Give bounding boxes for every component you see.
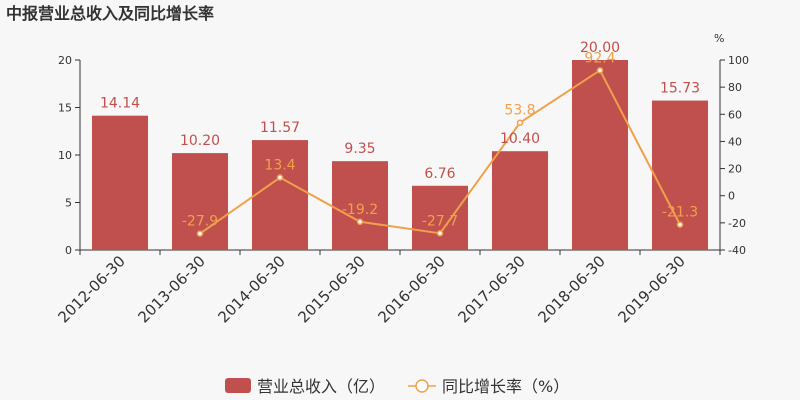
left-tick-label: 20 [58,54,72,67]
bar [412,185,468,250]
growth-point [356,218,364,226]
right-tick-label: 60 [728,108,742,121]
x-tick-label: 2013-06-30 [134,252,208,326]
right-tick-label: -40 [728,244,746,257]
legend-line-label: 同比增长率（%） [442,377,569,396]
line-series [196,67,684,237]
bar [332,161,388,250]
right-tick-label: 20 [728,163,742,176]
growth-point [276,174,284,181]
x-tick-label: 2017-06-30 [454,252,528,326]
x-tick-label: 2018-06-30 [534,252,608,326]
bar-value-label: 15.73 [660,81,700,97]
data-labels: 14.14 10.20 11.57 9.35 6.76 10.40 20.00 15.73 -2… [100,40,700,230]
bar-series [92,60,708,250]
right-axis-unit: % [714,32,724,45]
chart-title: 中报营业总收入及同比增长率 [6,4,214,23]
right-tick-label: -20 [728,217,746,230]
left-tick-label: 15 [58,102,72,115]
right-tick-label: 40 [728,135,742,148]
axes: 0 5 10 15 20 -40 -20 0 20 40 60 80 100 2012-06-30 2013… [54,54,749,326]
x-tick-label: 2016-06-30 [374,252,448,326]
growth-value-label: -19.2 [342,202,378,218]
right-tick-label: 100 [728,54,749,67]
growth-value-label: 53.8 [504,103,535,119]
x-tick-label: 2014-06-30 [214,252,288,326]
x-tick-label: 2019-06-30 [614,252,688,326]
bar-value-label: 11.57 [260,120,300,136]
bar-value-label: 10.40 [500,131,540,147]
bar [492,151,548,250]
left-tick-label: 0 [65,244,72,257]
growth-point [676,221,684,228]
bar-value-label: 9.35 [344,141,375,157]
right-tick-label: 80 [728,81,742,94]
legend[interactable]: 营业总收入（亿） 同比增长率（%） [225,377,569,396]
growth-point [596,67,604,74]
growth-point [516,119,524,126]
right-tick-label: 0 [728,190,735,203]
bar [572,60,628,250]
legend-bar-label: 营业总收入（亿） [257,377,385,396]
growth-value-label: -27.9 [182,214,218,230]
growth-value-label: -27.7 [422,213,458,229]
legend-bar-swatch [225,378,251,393]
x-tick-label: 2012-06-30 [54,252,128,326]
bar-value-label: 10.20 [180,133,220,149]
left-tick-label: 5 [65,197,72,210]
bar [252,140,308,250]
x-tick-label: 2015-06-30 [294,252,368,326]
bar [92,115,148,250]
growth-point [196,230,204,237]
growth-point [436,230,444,237]
legend-line-marker [415,379,429,393]
bar-value-label: 6.76 [424,166,455,182]
growth-value-label: -21.3 [662,205,698,221]
bar-value-label: 20.00 [580,40,620,56]
growth-value-label: 13.4 [264,158,295,174]
left-tick-label: 10 [58,149,72,162]
bar-value-label: 14.14 [100,96,140,112]
growth-value-label: 92.4 [584,50,615,66]
